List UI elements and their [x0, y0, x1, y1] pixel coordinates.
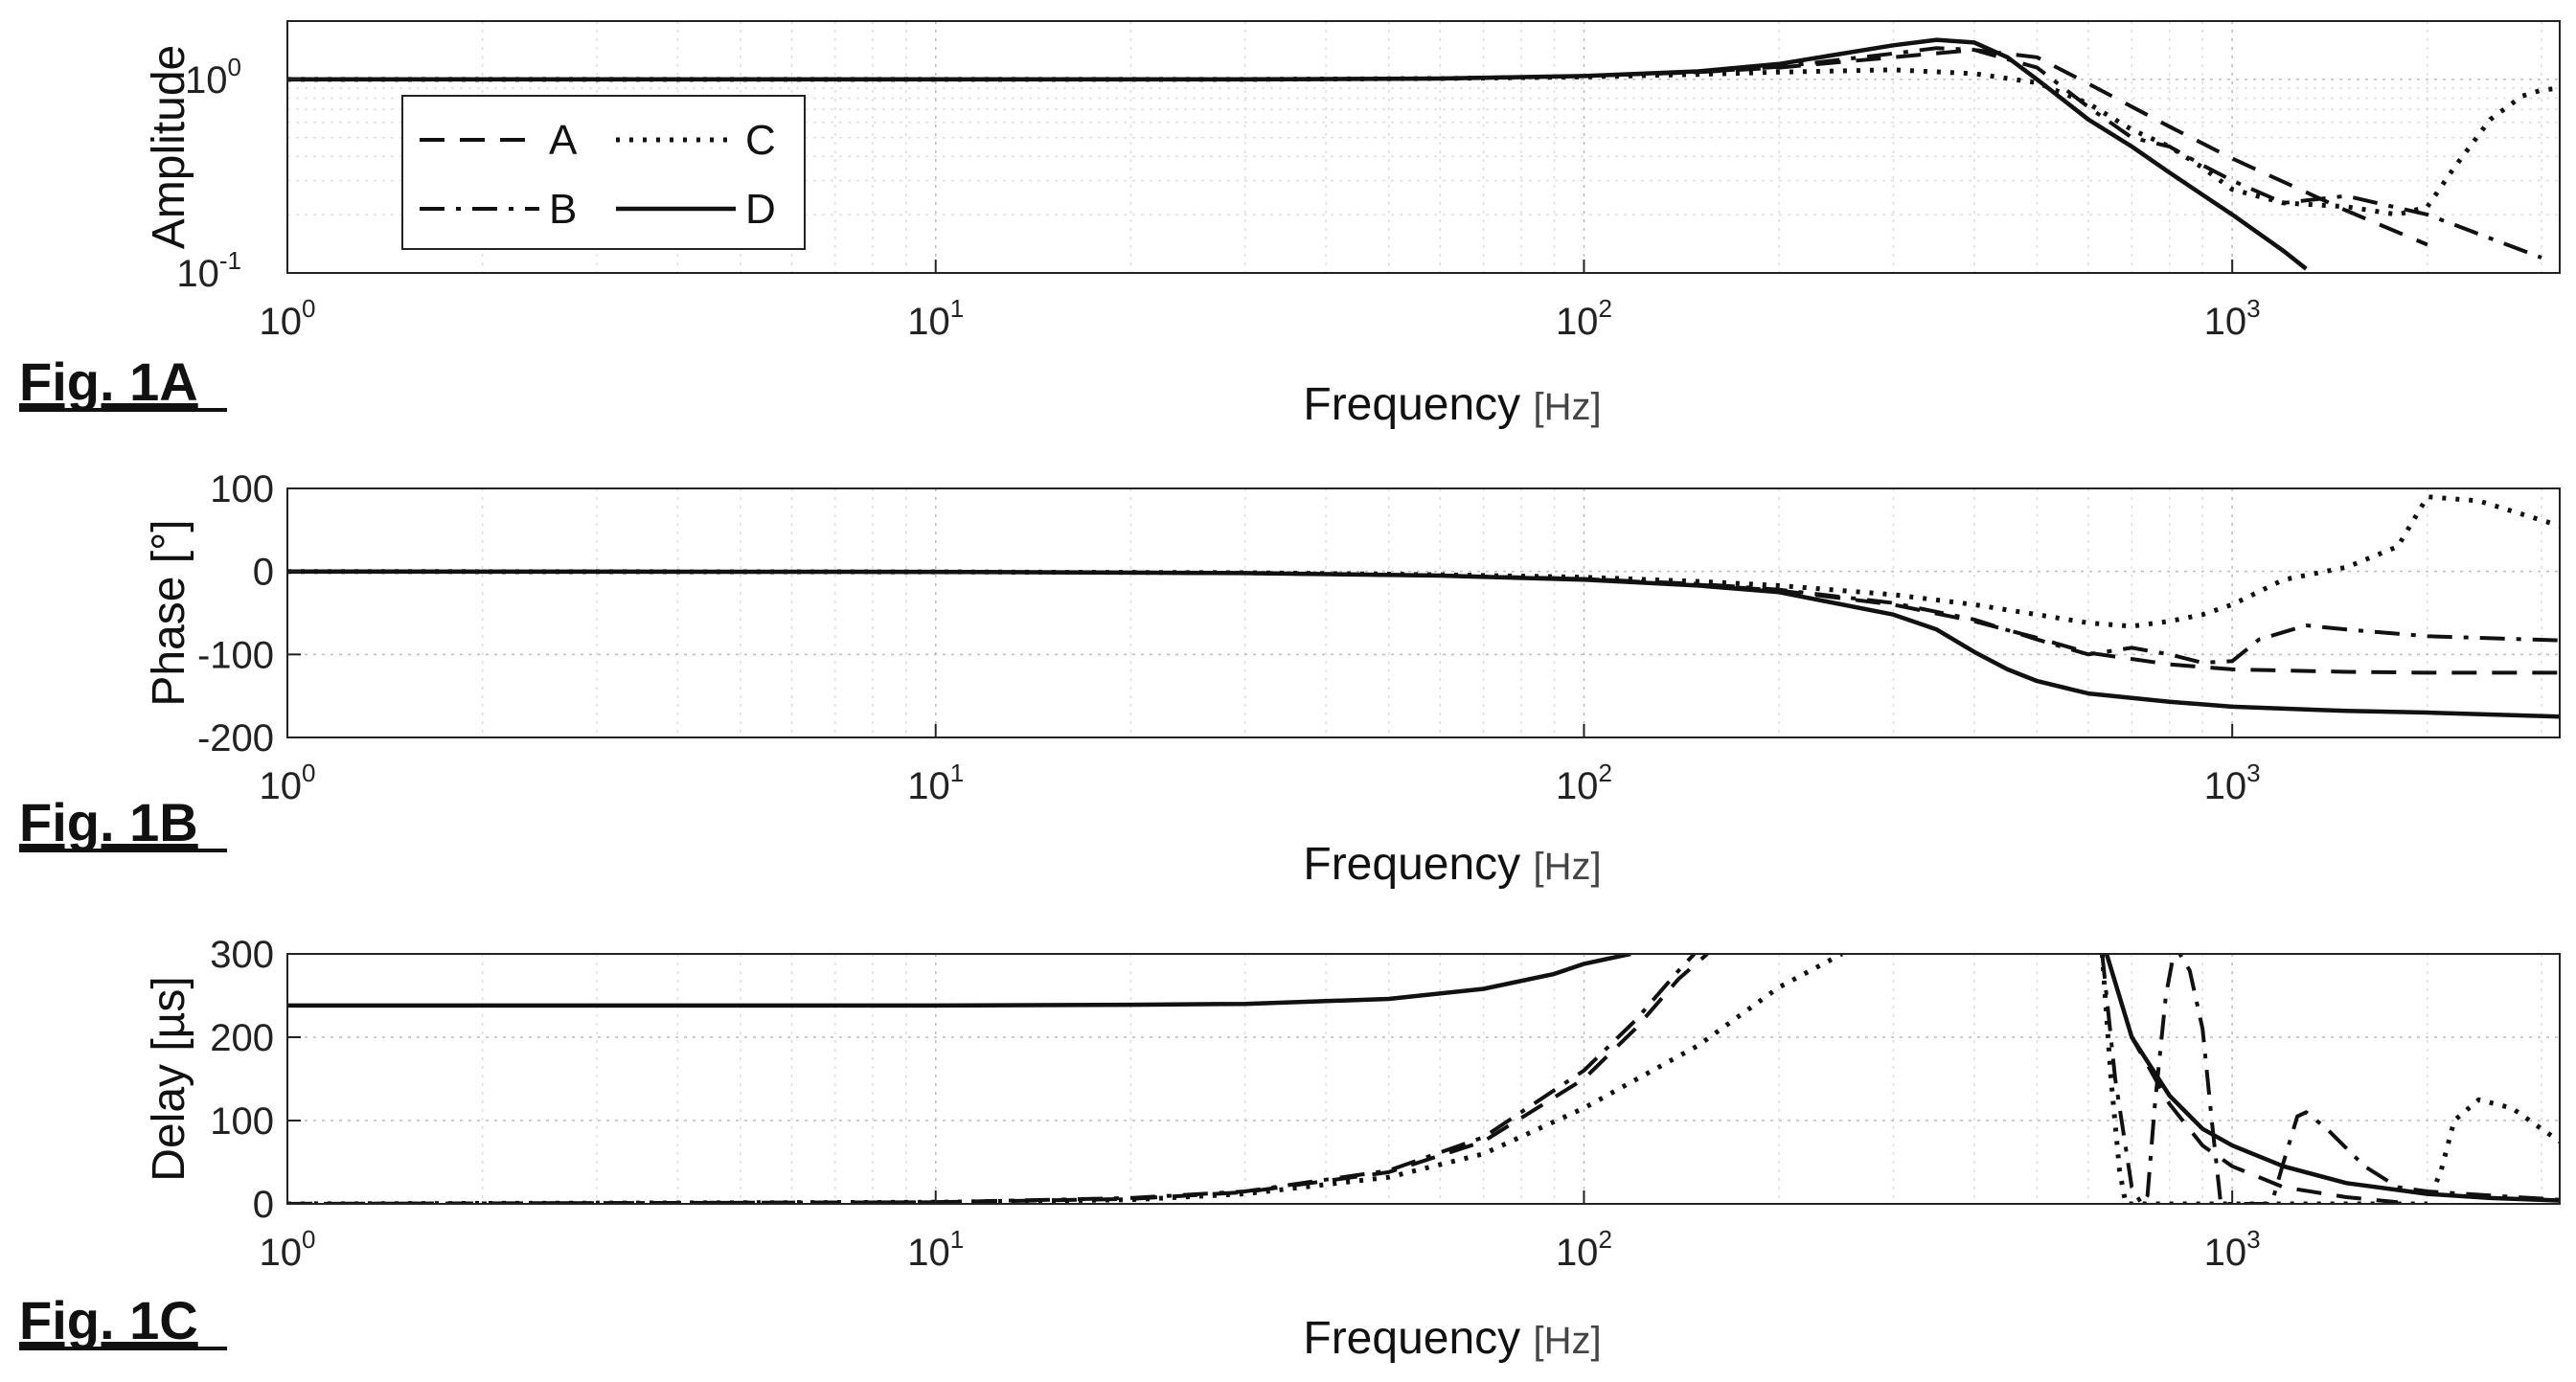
series-line-B-2 [287, 954, 1697, 1204]
y-tick-label: 0 [253, 1184, 274, 1226]
y-axis-label: Phase [°] [144, 519, 194, 706]
y-tick-label: 200 [210, 1017, 274, 1059]
legend-label-A: A [549, 117, 578, 164]
series-line-B-3 [2100, 954, 2560, 1204]
legend-label-B: B [549, 186, 577, 233]
x-tick-label: 103 [2204, 759, 2261, 807]
figure-label: Fig. 1B [19, 792, 198, 852]
grid [286, 953, 2560, 1205]
x-tick-label: 100 [260, 759, 316, 807]
y-tick-label: 100 [210, 1100, 274, 1143]
series-group [287, 494, 2560, 719]
series-group [287, 954, 2560, 1204]
series-line-A-0 [287, 569, 2560, 675]
y-tick-label: 0 [253, 552, 274, 594]
series-group [287, 37, 2560, 271]
y-tick-label: -200 [197, 717, 274, 759]
legend-label-C: C [745, 117, 776, 164]
x-tick-label: 102 [1556, 294, 1612, 343]
x-tick-label: 101 [907, 294, 964, 343]
y-tick-label: 10-1 [176, 246, 241, 295]
plot-frame [286, 487, 2561, 738]
y-tick-label: -100 [197, 634, 274, 676]
series-line-C-2 [287, 494, 2560, 629]
series-line-A-0 [287, 954, 1709, 1204]
x-tick-label: 100 [260, 1225, 316, 1274]
figure-label: Fig. 1C [19, 1290, 198, 1350]
chart-amplitude: 100 101 102 103 10-1 100 Frequency [Hz] Amplitu… [19, 20, 2561, 430]
x-tick-label: 100 [260, 294, 316, 343]
series-line-D-7 [2104, 954, 2560, 1203]
series-line-C-4 [287, 954, 1843, 1204]
x-tick-label: 103 [2204, 1225, 2261, 1274]
x-axis-label: Frequency [Hz] [1303, 379, 1601, 430]
x-tick-label: 101 [907, 759, 964, 807]
y-tick-label: 100 [185, 53, 241, 102]
series-line-C-5 [2099, 954, 2560, 1204]
figure-label: Fig. 1A [19, 351, 198, 412]
series-line-D-3 [287, 569, 2560, 719]
grid [286, 487, 2560, 738]
x-tick-label: 101 [907, 1225, 964, 1274]
series-line-A-1 [2105, 954, 2399, 1204]
series-line-B-1 [287, 569, 2560, 665]
series-line-D-6 [287, 954, 1631, 1008]
x-tick-label: 103 [2204, 294, 2261, 343]
plot-frame [286, 20, 2561, 274]
x-axis-label: Frequency [Hz] [1303, 839, 1601, 890]
x-tick-label: 102 [1556, 1225, 1612, 1274]
legend: A C B D [401, 95, 806, 250]
x-tick-label: 102 [1556, 759, 1612, 807]
plot-frame [286, 953, 2561, 1205]
chart-phase: 100 101 102 103 100 0 -100 -200 Frequency [Hz] Ph… [19, 468, 2561, 890]
y-tick-label: 100 [210, 468, 274, 510]
series-line-D-3 [287, 37, 2308, 271]
legend-label-D: D [745, 186, 776, 233]
x-axis-label: Frequency [Hz] [1303, 1313, 1601, 1364]
series-line-C-2 [287, 67, 2560, 217]
y-axis-label: Delay [µs] [144, 976, 194, 1181]
y-axis-label: Amplitude [144, 45, 194, 249]
y-tick-label: 300 [210, 934, 274, 976]
